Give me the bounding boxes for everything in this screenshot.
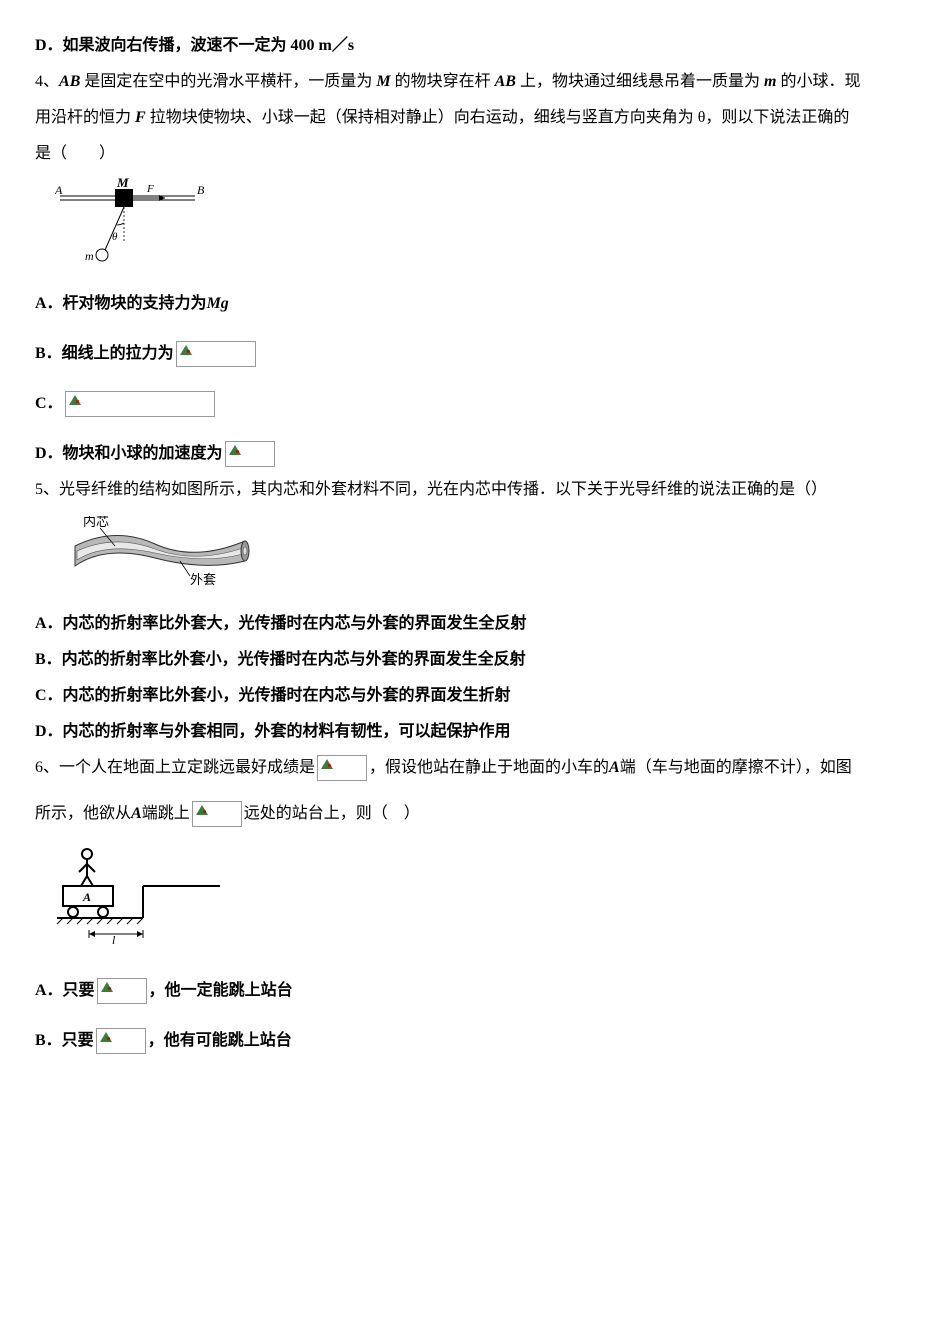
q6-l1-A: A (609, 752, 620, 784)
q6-l2-end: 远处的站台上，则（ ） (244, 798, 420, 830)
q6-l1-prefix: 6、一个人在地面上立定跳远最好成绩是 (35, 752, 315, 784)
q4-optC-text: C． (35, 388, 63, 420)
q6-optA-end: ，他一定能跳上站台 (149, 975, 293, 1007)
q5-optD: D．内芯的折射率与外套相同，外套的材料有韧性，可以起保护作用 (35, 716, 915, 748)
q4-mid1: 是固定在空中的光滑水平横杆，一质量为 (80, 73, 376, 90)
q6-l2-prefix: 所示，他欲从 (35, 798, 131, 830)
q4-optA-prefix: A．杆对物块的支持力为 (35, 288, 207, 320)
q6-optA: A．只要 ，他一定能跳上站台 (35, 975, 915, 1007)
q5-optC: C．内芯的折射率比外套小，光传播时在内芯与外套的界面发生折射 (35, 680, 915, 712)
q5-optB: B．内芯的折射率比外套小，光传播时在内芯与外套的界面发生全反射 (35, 644, 915, 676)
q4-optA: A．杆对物块的支持力为 Mg (35, 288, 915, 320)
q4-end1: 的小球．现 (776, 73, 860, 90)
q4-m: m (764, 73, 776, 90)
q4-ab2: AB (495, 73, 516, 90)
q6-l1-mid: ，假设他站在静止于地面的小车的 (369, 752, 609, 784)
q6-optA-prefix: A．只要 (35, 975, 95, 1007)
q5-fig-core: 内芯 (83, 516, 109, 529)
q4-l2-mid: 拉物块使物块、小球一起（保持相对静止）向右运动，细线与竖直方向夹角为 θ，则以下… (146, 109, 850, 126)
broken-image-icon (97, 978, 147, 1004)
broken-image-icon (96, 1028, 146, 1054)
q5-figure: 内芯 外套 (55, 516, 915, 598)
q4-optA-Mg: Mg (207, 288, 229, 320)
q4-stem-line3: 是（ ） (35, 138, 915, 170)
q6-optB-prefix: B．只要 (35, 1025, 94, 1057)
broken-image-icon (225, 441, 275, 467)
q4-fig-B: B (197, 183, 205, 197)
q4-fig-m: m (85, 249, 94, 263)
q4-ab1: AB (59, 73, 80, 90)
q6-stem-line2: 所示，他欲从 A 端跳上 远处的站台上，则（ ） (35, 798, 915, 830)
broken-image-icon (65, 391, 215, 417)
q6-optB: B．只要 ，他有可能跳上站台 (35, 1025, 915, 1057)
q5-optA: A．内芯的折射率比外套大，光传播时在内芯与外套的界面发生全反射 (35, 608, 915, 640)
q4-prefix: 4、 (35, 73, 59, 90)
q4-optD: D．物块和小球的加速度为 (35, 438, 915, 470)
broken-image-icon (192, 801, 242, 827)
q4-fig-theta: θ (112, 231, 118, 243)
q4-stem-line1: 4、AB 是固定在空中的光滑水平横杆，一质量为 M 的物块穿在杆 AB 上，物块… (35, 66, 915, 98)
q6-stem-line1: 6、一个人在地面上立定跳远最好成绩是 ，假设他站在静止于地面的小车的 A 端（车… (35, 752, 915, 784)
q5-fig-outer: 外套 (190, 572, 216, 586)
q4-mid3: 上，物块通过细线悬吊着一质量为 (516, 73, 764, 90)
q6-fig-A: A (82, 890, 91, 904)
q6-optB-end: ，他有可能跳上站台 (148, 1025, 292, 1057)
q4-mid2: 的物块穿在杆 (391, 73, 495, 90)
prev-option-d: D．如果波向右传播，波速不一定为 400 m／s (35, 30, 915, 62)
q4-stem-line2: 用沿杆的恒力 F 拉物块使物块、小球一起（保持相对静止）向右运动，细线与竖直方向… (35, 102, 915, 134)
q6-l1-end: 端（车与地面的摩擦不计），如图 (620, 752, 852, 784)
q4-fig-F: F (146, 183, 154, 195)
q4-optB: B．细线上的拉力为 (35, 338, 915, 370)
q5-stem: 5、光导纤维的结构如图所示，其内芯和外套材料不同，光在内芯中传播．以下关于光导纤… (35, 474, 915, 506)
q6-l2-mid: 端跳上 (142, 798, 190, 830)
q4-optC: C． (35, 388, 915, 420)
q6-fig-l: l (112, 933, 116, 947)
q4-figure: A B M F θ m (55, 178, 915, 280)
q6-figure: A l (55, 844, 915, 961)
q4-F: F (135, 109, 146, 126)
q4-M: M (376, 73, 390, 90)
q6-l2-A: A (131, 798, 142, 830)
q4-fig-M: M (116, 178, 129, 190)
q4-l2-prefix: 用沿杆的恒力 (35, 109, 135, 126)
q4-fig-A: A (55, 183, 63, 197)
broken-image-icon (176, 341, 256, 367)
broken-image-icon (317, 755, 367, 781)
q4-optB-text: B．细线上的拉力为 (35, 338, 174, 370)
q4-optD-text: D．物块和小球的加速度为 (35, 438, 223, 470)
